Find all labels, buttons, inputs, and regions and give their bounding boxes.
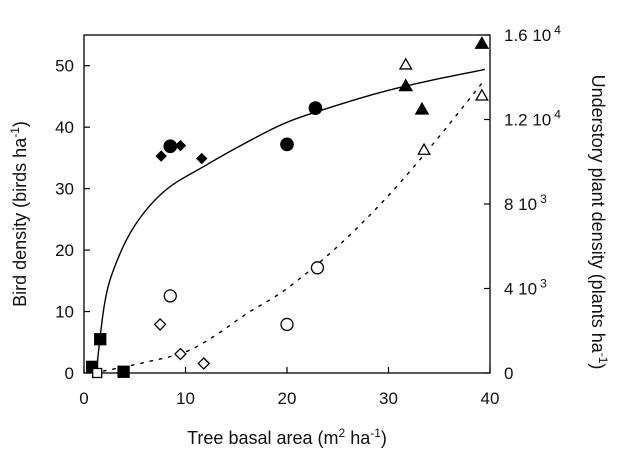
fit-curves bbox=[93, 68, 486, 374]
y-right-tick-label: 0 bbox=[504, 364, 513, 383]
data-point-open-diamond bbox=[197, 357, 211, 370]
y-right-tick-label: 4 10 3 bbox=[504, 277, 547, 299]
x-tick-label: 30 bbox=[379, 389, 398, 408]
x-axis-title: Tree basal area (m2 ha-1) bbox=[187, 426, 387, 448]
data-point-filled-diamond bbox=[196, 152, 208, 165]
data-point-filled-square bbox=[117, 365, 130, 378]
y-left-tick-label: 40 bbox=[55, 118, 74, 137]
data-point-filled-circle bbox=[163, 139, 178, 154]
y-right-axis-title: Understory plant density (plants ha-1) bbox=[588, 75, 610, 370]
data-point-filled-triangle bbox=[414, 101, 430, 115]
y-left-tick-label: 10 bbox=[55, 303, 74, 322]
x-tick-label: 10 bbox=[176, 389, 195, 408]
data-point-open-square bbox=[92, 367, 103, 379]
data-point-filled-square bbox=[94, 333, 107, 346]
data-point-filled-diamond bbox=[174, 139, 187, 152]
y-left-tick-label: 20 bbox=[55, 241, 74, 260]
data-point-open-triangle bbox=[417, 142, 431, 155]
data-point-filled-circle bbox=[280, 137, 294, 152]
data-point-open-triangle bbox=[398, 57, 413, 70]
x-tick-label: 20 bbox=[278, 389, 297, 408]
y-left-tick-label: 50 bbox=[55, 57, 74, 76]
plant-density-fit-curve bbox=[93, 78, 486, 374]
data-points bbox=[85, 36, 490, 379]
data-point-open-circle bbox=[310, 261, 325, 275]
y-left-axis-title: Bird density (birds ha-1) bbox=[8, 121, 30, 307]
x-tick-label: 40 bbox=[481, 389, 500, 408]
data-point-open-circle bbox=[280, 317, 294, 332]
y-right-tick-label: 1.6 10 4 bbox=[504, 23, 561, 45]
data-point-open-diamond bbox=[153, 317, 167, 331]
bird-density-fit-curve bbox=[95, 68, 486, 374]
y-right-tick-label: 1.2 10 4 bbox=[504, 108, 561, 130]
y-left-tick-label: 30 bbox=[55, 180, 74, 199]
data-point-filled-triangle bbox=[398, 78, 414, 92]
data-point-filled-diamond bbox=[155, 150, 167, 162]
x-tick-label: 0 bbox=[79, 389, 88, 408]
data-point-filled-circle bbox=[308, 101, 323, 115]
y-left-tick-label: 0 bbox=[65, 364, 74, 383]
data-point-open-triangle bbox=[474, 88, 489, 101]
y-right-tick-label: 8 10 3 bbox=[504, 192, 547, 214]
data-point-open-circle bbox=[163, 289, 177, 303]
data-point-filled-triangle bbox=[474, 36, 490, 49]
data-point-open-diamond bbox=[174, 347, 187, 361]
